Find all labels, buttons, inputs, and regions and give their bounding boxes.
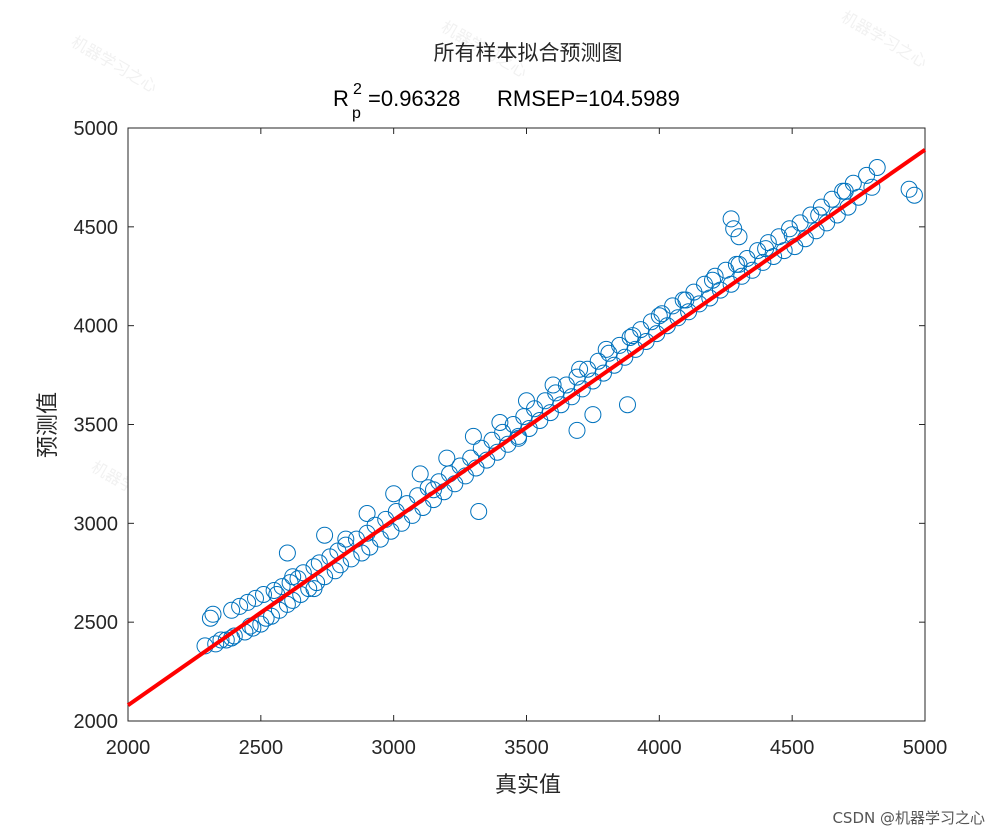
data-point: [722, 210, 740, 228]
x-tick-label: 2000: [106, 737, 151, 759]
watermark-text: 机器学习之心: [68, 32, 161, 96]
y-tick-label: 5000: [74, 118, 119, 140]
data-point: [677, 291, 695, 309]
data-point: [316, 526, 334, 544]
data-point: [624, 327, 642, 345]
chart-subtitle: R 2 p =0.96328 RMSEP=104.5989: [333, 81, 680, 122]
data-point: [733, 267, 751, 285]
data-point: [650, 307, 668, 325]
data-point: [358, 505, 376, 522]
data-point: [571, 360, 589, 378]
fit-line: [126, 148, 927, 707]
data-point: [900, 180, 918, 198]
data-point: [518, 392, 535, 410]
data-point: [464, 427, 482, 445]
data-point: [255, 586, 272, 603]
data-point: [305, 580, 323, 598]
data-point: [212, 631, 230, 649]
x-axis-label: 真实值: [495, 773, 561, 798]
r-squared-base: R: [333, 86, 349, 111]
data-point: [204, 605, 222, 623]
data-point: [757, 240, 775, 258]
y-tick-label: 4500: [74, 217, 119, 239]
data-point: [836, 182, 854, 200]
data-point: [584, 406, 602, 424]
y-tick-label: 2000: [74, 711, 119, 733]
data-point: [775, 242, 793, 260]
data-point: [284, 568, 302, 586]
data-point: [730, 228, 748, 246]
rmsep-value: RMSEP=104.5989: [497, 86, 680, 111]
data-point: [619, 396, 636, 414]
data-point: [231, 597, 249, 615]
data-point: [544, 376, 562, 394]
data-point: [438, 449, 456, 467]
y-tick-label: 2500: [74, 612, 119, 634]
y-tick-label: 4000: [74, 316, 119, 338]
r-squared-value: =0.96328: [368, 86, 460, 111]
y-tick-label: 3000: [74, 513, 119, 535]
x-tick-label: 4500: [770, 737, 815, 759]
data-point: [278, 544, 296, 562]
data-point: [754, 253, 772, 271]
data-point: [223, 601, 241, 619]
data-point: [247, 589, 264, 607]
chart-title: 所有样本拟合预测图: [434, 41, 623, 65]
x-tick-label: 5000: [903, 737, 948, 759]
y-axis-label: 预测值: [36, 392, 61, 458]
r-squared-superscript: 2: [353, 81, 362, 98]
y-tick-label: 3500: [74, 415, 119, 437]
x-tick-label: 3500: [504, 737, 549, 759]
data-point: [265, 582, 283, 599]
data-point: [239, 593, 257, 611]
data-point: [568, 421, 586, 439]
data-point: [207, 635, 225, 653]
r-squared-subscript: p: [352, 105, 361, 122]
data-point: [597, 340, 615, 358]
axis-ticks: 2000 2500 3000 3500 4000 4500 5000 2000 2500 3000…: [74, 118, 948, 759]
x-tick-label: 4000: [637, 737, 682, 759]
data-point: [730, 255, 748, 273]
data-point: [704, 271, 721, 289]
data-point: [411, 465, 429, 483]
data-point: [905, 186, 923, 204]
data-point: [491, 414, 509, 431]
watermark-text: 机器学习之心: [838, 7, 931, 71]
x-tick-label: 2500: [239, 737, 284, 759]
data-point: [201, 609, 219, 627]
x-tick-label: 3000: [371, 737, 416, 759]
data-point: [425, 481, 442, 499]
csdn-credit: CSDN @机器学习之心: [832, 809, 985, 827]
data-point: [863, 178, 881, 196]
data-point: [337, 530, 355, 548]
data-point: [868, 159, 886, 176]
data-point: [385, 485, 403, 503]
data-point: [470, 503, 488, 520]
